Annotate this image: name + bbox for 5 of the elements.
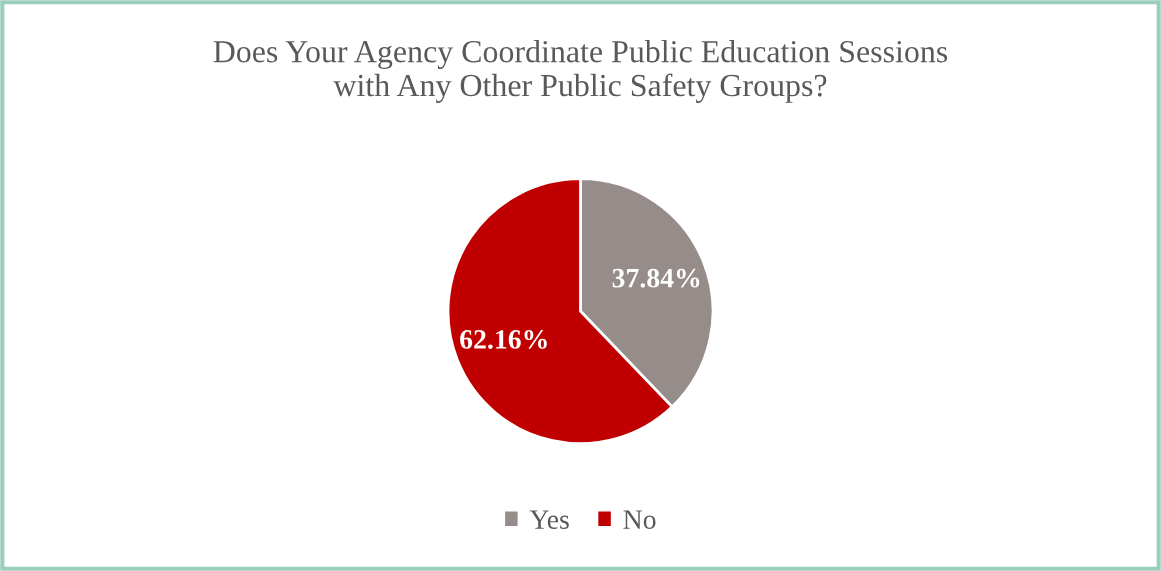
legend-label: No xyxy=(623,510,656,529)
legend-label: Yes xyxy=(529,510,569,529)
chart-title: Does Your Agency Coordinate Public Education Sessions with Any Other Public Safety Groups? xyxy=(213,39,948,103)
data-label: 62.16% xyxy=(460,330,547,349)
data-label: 37.84% xyxy=(612,268,700,288)
